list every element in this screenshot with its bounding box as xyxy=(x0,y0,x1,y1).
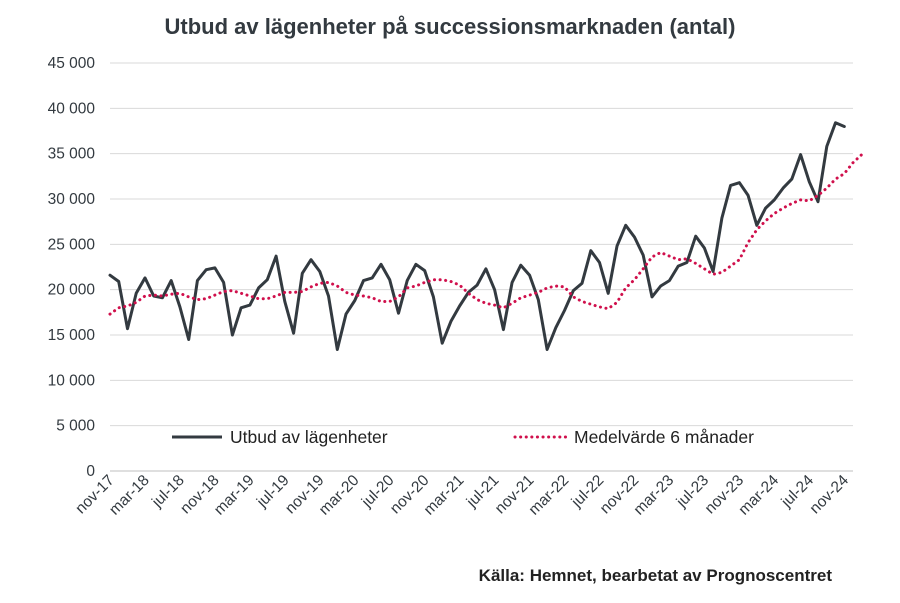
x-tick-label: mar-24 xyxy=(735,472,782,519)
y-tick-label: 30 000 xyxy=(48,191,96,208)
x-tick-label: mar-21 xyxy=(421,472,468,519)
x-tick-label: mar-19 xyxy=(211,472,258,519)
x-tick-label: mar-22 xyxy=(526,472,573,519)
y-tick-label: 5 000 xyxy=(56,418,95,435)
y-tick-label: 10 000 xyxy=(48,372,96,389)
series-line-supply xyxy=(108,121,846,351)
legend-label-moving-average: Medelvärde 6 månader xyxy=(574,427,754,447)
y-tick-label: 25 000 xyxy=(48,236,96,253)
series-lines xyxy=(108,121,864,351)
y-tick-label: 35 000 xyxy=(48,146,96,163)
y-tick-label: 40 000 xyxy=(48,100,96,117)
y-tick-label: 0 xyxy=(86,463,95,480)
x-tick-label: mar-20 xyxy=(316,472,363,519)
legend-label-supply: Utbud av lägenheter xyxy=(230,427,388,447)
y-tick-label: 15 000 xyxy=(48,327,96,344)
series-line-moving-average xyxy=(108,153,864,316)
chart-title: Utbud av lägenheter på successionsmarkna… xyxy=(164,14,736,39)
gridlines xyxy=(110,62,853,427)
x-tick-label: nov-24 xyxy=(807,472,853,518)
y-tick-label: 45 000 xyxy=(48,55,96,72)
y-tick-label: 20 000 xyxy=(48,282,96,299)
source-note: Källa: Hemnet, bearbetat av Prognoscentr… xyxy=(478,566,832,585)
legend: Utbud av lägenheter Medelvärde 6 månader xyxy=(172,427,754,447)
x-tick-label: mar-23 xyxy=(631,472,678,519)
x-tick-label: mar-18 xyxy=(106,472,153,519)
